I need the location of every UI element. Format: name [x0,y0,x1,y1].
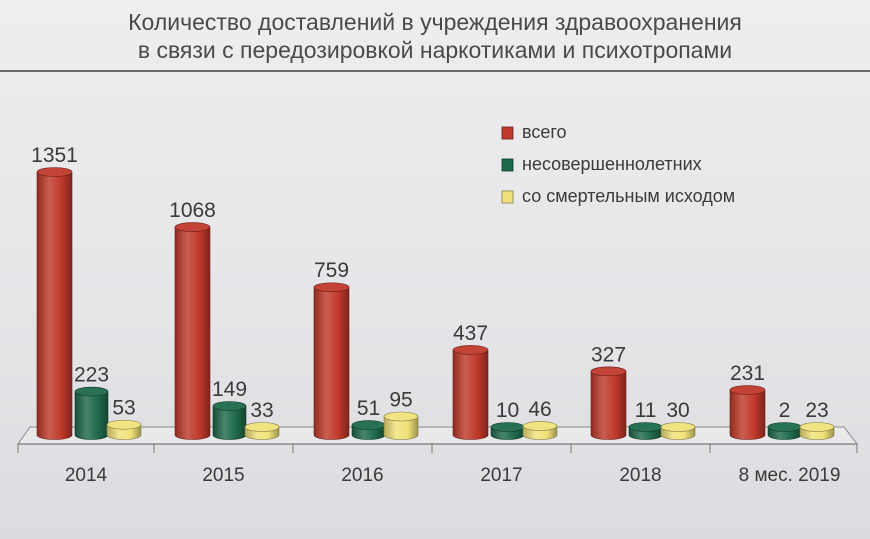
data-label-2-1: 33 [250,399,273,422]
data-label-1-2: 51 [357,397,380,420]
bar-top-0-0 [36,167,73,177]
bar-0-3 [452,349,489,440]
bar-top-0-5 [729,385,766,395]
bar-top-0-2 [313,282,350,293]
data-label-0-0: 1351 [31,144,78,167]
bar-top-1-4 [628,422,663,432]
bar-top-1-5 [767,422,802,432]
bar-top-2-5 [799,422,835,432]
title-divider [0,70,870,72]
bar-0-2 [313,286,350,440]
bar-2-2 [383,416,419,440]
legend-swatch-1 [501,158,514,172]
data-label-0-3: 437 [453,322,488,345]
legend-label-2: со смертельным исходом [522,186,735,206]
bar-top-1-0 [74,386,109,397]
bar-0-0 [36,171,73,440]
bar-top-2-2 [383,411,419,422]
bar-0-4 [590,371,627,440]
legend-label-1: несовершеннолетних [522,154,702,174]
category-label-4: 2018 [619,465,661,486]
bar-0-1 [174,226,211,440]
category-label-3: 2017 [480,465,522,486]
category-label-5: 8 мес. 2019 [739,465,841,486]
chart-title-line-1: Количество доставлений в учреждения здра… [128,9,742,35]
data-label-0-1: 1068 [169,199,216,222]
legend-swatch-2 [501,190,514,204]
bar-top-2-3 [522,421,558,431]
data-label-1-0: 223 [74,364,109,387]
data-label-1-1: 149 [212,378,247,401]
bar-top-2-1 [244,422,280,432]
legend-label-0: всего [522,122,567,142]
data-label-2-4: 30 [666,399,689,422]
bar-0-5 [729,389,766,440]
category-label-0: 2014 [65,465,108,486]
bar-top-2-0 [106,419,142,430]
category-label-2: 2016 [341,465,383,486]
bar-1-0 [74,391,109,440]
legend-swatch-0 [501,126,514,140]
data-label-2-0: 53 [112,397,135,420]
bar-top-0-4 [590,366,627,377]
data-label-2-2: 95 [389,389,412,412]
bar-top-1-2 [351,420,386,430]
bar-top-0-3 [452,345,489,355]
category-label-1: 2015 [202,465,244,486]
data-label-1-5: 2 [779,399,791,422]
data-label-1-4: 11 [635,399,657,422]
bar-top-2-4 [660,422,696,432]
bar-1-1 [212,405,247,440]
data-label-2-3: 46 [528,398,551,421]
data-label-1-3: 10 [496,399,519,422]
bar-top-1-3 [490,422,525,432]
data-label-0-2: 759 [314,259,349,282]
chart-title-line-2: в связи с передозировкой наркотиками и п… [137,37,733,63]
bar-top-1-1 [212,401,247,411]
data-label-0-4: 327 [591,343,626,366]
data-label-0-5: 231 [730,362,765,385]
data-label-2-5: 23 [805,399,828,422]
bar-top-0-1 [174,222,211,232]
chart-title: Количество доставлений в учреждения здра… [0,8,870,64]
